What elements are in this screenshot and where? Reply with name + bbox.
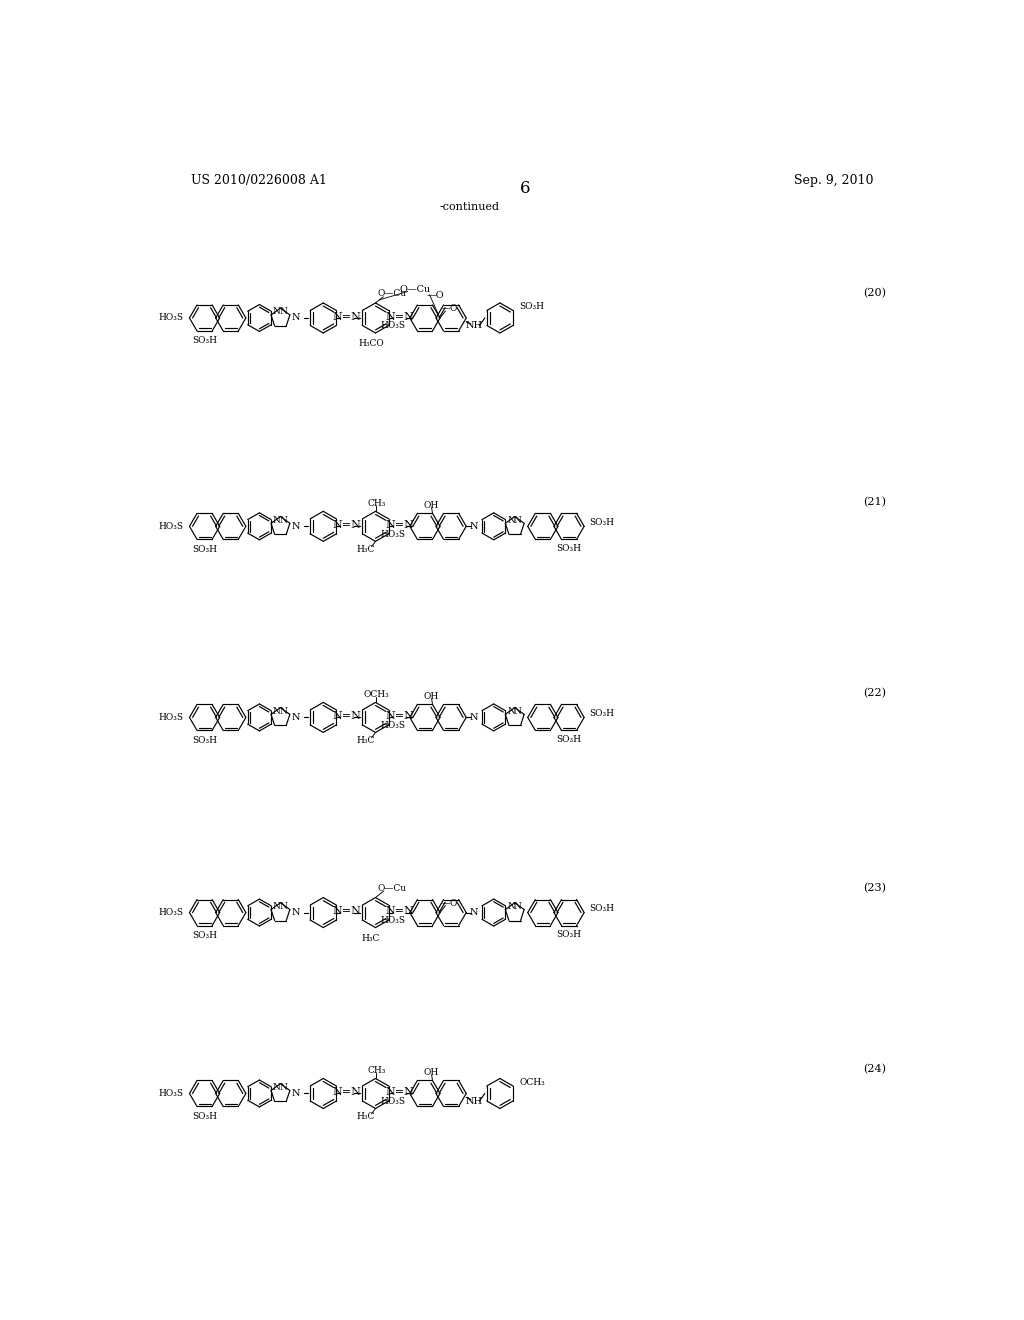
Text: NH: NH [465, 321, 482, 330]
Text: N=N: N=N [333, 907, 361, 916]
Text: SO₃H: SO₃H [556, 931, 582, 940]
Text: N: N [292, 313, 300, 322]
Text: N: N [280, 902, 287, 911]
Text: N=N: N=N [333, 1088, 361, 1097]
Text: OH: OH [423, 692, 438, 701]
Text: CH₃: CH₃ [367, 1067, 385, 1076]
Text: OCH₃: OCH₃ [364, 690, 389, 700]
Text: SO₃H: SO₃H [193, 931, 217, 940]
Text: HO₃S: HO₃S [381, 721, 406, 730]
Text: (21): (21) [863, 496, 886, 507]
Text: HO₃S: HO₃S [159, 313, 183, 322]
Text: H₃C: H₃C [356, 1111, 375, 1121]
Text: HO₃S: HO₃S [381, 529, 406, 539]
Text: SO₃H: SO₃H [589, 904, 613, 913]
Text: (22): (22) [863, 688, 886, 698]
Text: N: N [292, 1089, 300, 1098]
Text: N: N [470, 521, 478, 531]
Text: N: N [470, 713, 478, 722]
Text: -continued: -continued [439, 202, 500, 213]
Text: N: N [280, 308, 287, 317]
Text: Sep. 9, 2010: Sep. 9, 2010 [795, 174, 874, 187]
Text: N=N: N=N [385, 520, 414, 531]
Text: SO₃H: SO₃H [519, 302, 544, 312]
Text: SO₃H: SO₃H [556, 735, 582, 744]
Text: H₃C: H₃C [356, 545, 375, 553]
Text: N: N [273, 902, 281, 911]
Text: N: N [273, 706, 281, 715]
Text: N: N [507, 516, 515, 524]
Text: N: N [280, 516, 287, 524]
Text: HO₃S: HO₃S [159, 521, 183, 531]
Text: OCH₃: OCH₃ [519, 1077, 545, 1086]
Text: N=N: N=N [333, 312, 361, 322]
Text: SO₃H: SO₃H [193, 337, 217, 346]
Text: H₃C: H₃C [356, 735, 375, 744]
Text: (20): (20) [863, 288, 886, 298]
Text: SO₃H: SO₃H [589, 709, 613, 718]
Text: US 2010/0226008 A1: US 2010/0226008 A1 [191, 174, 328, 187]
Text: NH: NH [465, 1097, 482, 1106]
Text: N=N: N=N [385, 312, 414, 322]
Text: HO₃S: HO₃S [159, 1089, 183, 1098]
Text: —O: —O [442, 304, 459, 313]
Text: N: N [292, 713, 300, 722]
Text: N=N: N=N [333, 520, 361, 531]
Text: —O: —O [442, 899, 459, 908]
Text: N: N [470, 908, 478, 917]
Text: HO₃S: HO₃S [381, 916, 406, 925]
Text: N: N [292, 908, 300, 917]
Text: SO₃H: SO₃H [193, 737, 217, 744]
Text: N: N [507, 706, 515, 715]
Text: SO₃H: SO₃H [193, 545, 217, 554]
Text: HO₃S: HO₃S [159, 713, 183, 722]
Text: N: N [514, 902, 521, 911]
Text: N: N [280, 706, 287, 715]
Text: OH: OH [423, 1068, 438, 1077]
Text: (23): (23) [863, 883, 886, 894]
Text: N: N [507, 902, 515, 911]
Text: CH₃: CH₃ [367, 499, 385, 508]
Text: HO₃S: HO₃S [381, 1097, 406, 1106]
Text: SO₃H: SO₃H [556, 544, 582, 553]
Text: N=N: N=N [385, 907, 414, 916]
Text: N: N [280, 1082, 287, 1092]
Text: H₃C: H₃C [361, 933, 380, 942]
Text: N: N [273, 516, 281, 524]
Text: N: N [273, 1082, 281, 1092]
Text: N: N [273, 308, 281, 317]
Text: O—Cu: O—Cu [400, 285, 431, 294]
Text: (24): (24) [863, 1064, 886, 1074]
Text: —O: —O [426, 290, 443, 300]
Text: N: N [514, 706, 521, 715]
Text: HO₃S: HO₃S [381, 321, 406, 330]
Text: N=N: N=N [385, 711, 414, 721]
Text: HO₃S: HO₃S [159, 908, 183, 917]
Text: N=N: N=N [333, 711, 361, 721]
Text: O—Cu: O—Cu [378, 884, 408, 892]
Text: O—Cu: O—Cu [378, 289, 408, 298]
Text: N=N: N=N [385, 1088, 414, 1097]
Text: OH: OH [423, 502, 438, 510]
Text: 6: 6 [519, 181, 530, 198]
Text: N: N [514, 516, 521, 524]
Text: H₃CO: H₃CO [358, 339, 384, 348]
Text: SO₃H: SO₃H [589, 517, 613, 527]
Text: N: N [292, 521, 300, 531]
Text: SO₃H: SO₃H [193, 1111, 217, 1121]
